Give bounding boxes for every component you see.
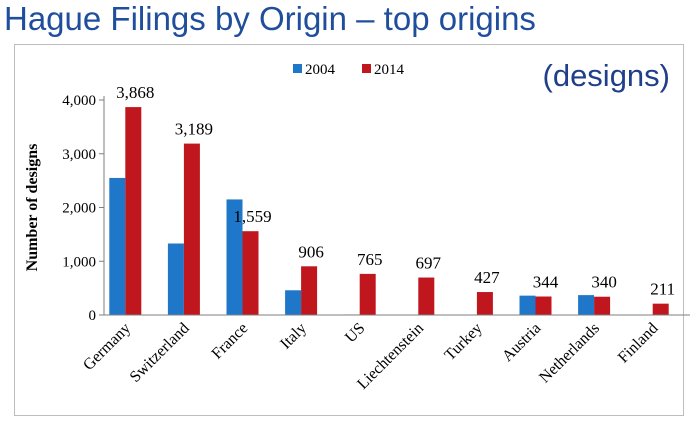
data-label: 427	[474, 268, 500, 287]
bars	[109, 107, 669, 316]
x-tick-label: Germany	[80, 320, 134, 374]
data-label: 3,868	[116, 83, 154, 102]
x-tick-label: France	[209, 320, 252, 363]
data-label: 344	[533, 273, 559, 292]
legend-swatch-2004	[293, 64, 302, 73]
bar-2014-france	[242, 231, 259, 315]
data-label: 765	[357, 250, 383, 269]
data-label: 211	[650, 280, 675, 299]
x-tick-label: US	[342, 320, 368, 346]
bar-2004-switzerland	[167, 243, 184, 315]
bar-2004-france	[226, 199, 243, 315]
data-label: 3,189	[175, 120, 213, 139]
bar-2014-switzerland	[183, 143, 200, 315]
data-labels: 3,868 3,189 1,559 906 765 697 427 344 340 211	[116, 83, 675, 299]
legend-label-2004: 2004	[305, 62, 336, 78]
bar-2014-us	[359, 273, 376, 315]
y-tick-label: 1,000	[62, 254, 96, 270]
bar-2014-germany	[125, 107, 142, 315]
data-label: 906	[298, 242, 324, 261]
legend: 2004 2014	[293, 62, 405, 78]
y-tick-label: 3,000	[62, 147, 96, 163]
y-tick-label: 0	[89, 308, 97, 324]
bar-2014-finland	[652, 303, 669, 315]
x-tick-label: Austria	[499, 320, 544, 365]
data-label: 1,559	[233, 207, 271, 226]
bar-2004-netherlands	[578, 295, 595, 315]
x-tick-label: Italy	[277, 320, 310, 353]
x-tick-label: Netherlands	[536, 320, 603, 387]
page-title: Hague Filings by Origin – top origins	[4, 0, 536, 37]
y-axis-label: Number of designs	[24, 144, 41, 272]
bar-2014-turkey	[476, 292, 493, 315]
legend-swatch-2014	[362, 64, 371, 73]
bar-2004-italy	[285, 290, 302, 315]
bar-2014-italy	[301, 266, 318, 315]
bar-2004-austria	[519, 295, 536, 315]
bar-2014-liechtenstein	[418, 277, 435, 315]
bar-2014-netherlands	[594, 296, 611, 315]
data-label: 340	[591, 273, 617, 292]
legend-label-2014: 2014	[374, 62, 405, 78]
data-label: 697	[416, 254, 442, 273]
x-tick-label: Turkey	[441, 320, 485, 364]
bar-2014-austria	[535, 296, 552, 315]
y-axis: 0 1,000 2,000 3,000 4,000 Number of designs	[24, 93, 105, 324]
x-tick-label: Finland	[615, 320, 662, 367]
y-tick-label: 4,000	[62, 93, 96, 109]
bar-2004-germany	[109, 177, 126, 315]
chart-subtitle: (designs)	[543, 58, 671, 93]
y-tick-label: 2,000	[62, 201, 96, 217]
x-tick-label: Switzerland	[127, 320, 193, 386]
